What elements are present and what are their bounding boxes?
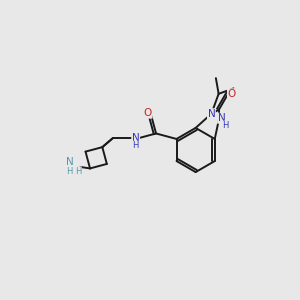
Text: N: N	[132, 133, 140, 143]
Text: N: N	[208, 109, 215, 119]
Text: N: N	[66, 157, 73, 167]
Text: H: H	[75, 167, 81, 176]
Text: H: H	[223, 121, 229, 130]
Text: O: O	[227, 89, 236, 99]
Text: H: H	[66, 167, 73, 176]
Text: H: H	[133, 141, 139, 150]
Text: O: O	[144, 108, 152, 118]
Text: N: N	[218, 113, 225, 123]
